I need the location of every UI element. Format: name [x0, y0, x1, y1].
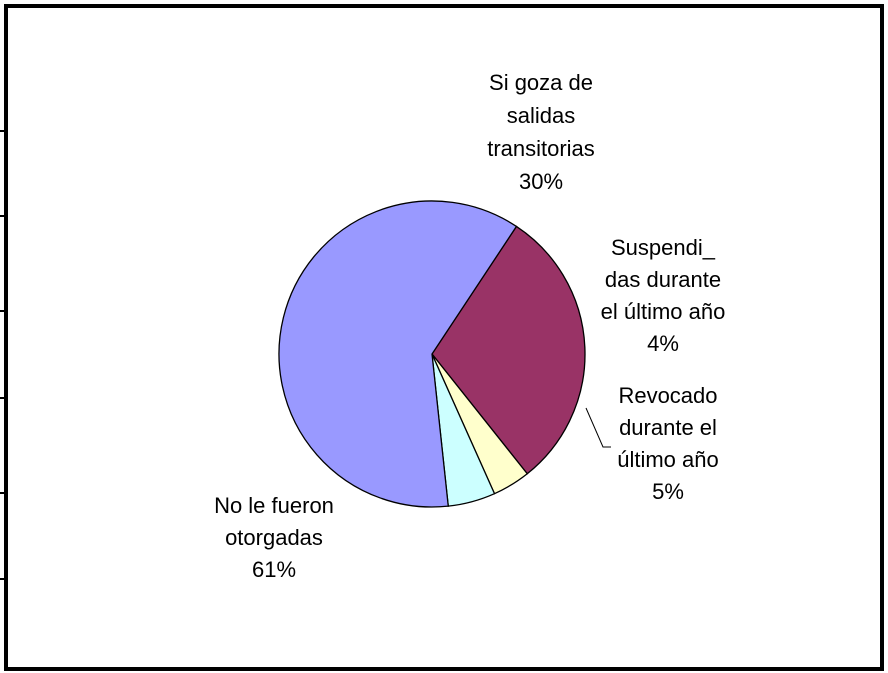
- axis-tick-mark: [0, 397, 4, 399]
- slice-data-label: Revocado durante el último año 5%: [617, 383, 719, 504]
- slice-data-label: Si goza de salidas transitorias 30%: [487, 70, 595, 194]
- slice-label-line: durante el: [619, 415, 717, 440]
- slice-label-line: das durante: [605, 267, 721, 292]
- slice-label-line: el último año: [601, 299, 726, 324]
- pie-slice: [431, 225, 586, 475]
- axis-tick-mark: [0, 492, 4, 494]
- slice-label-line: salidas: [507, 103, 575, 128]
- slice-label-line: 61%: [252, 557, 296, 582]
- slice-label-line: 4%: [647, 331, 679, 356]
- slice-data-label: No le fueron otorgadas 61%: [214, 493, 334, 582]
- slice-label-line: 5%: [652, 479, 684, 504]
- slice-label-line: Revocado: [618, 383, 717, 408]
- slice-label-line: 30%: [519, 169, 563, 194]
- axis-tick-mark: [0, 310, 4, 312]
- axis-tick-mark: [0, 215, 4, 217]
- pie-slice: [278, 200, 518, 508]
- chart-frame: [4, 4, 884, 671]
- slice-label-line: Suspendi_: [611, 235, 716, 260]
- slice-label-line: transitorias: [487, 136, 595, 161]
- leader-line: [585, 407, 611, 448]
- slice-label-line: último año: [617, 447, 719, 472]
- slice-label-line: otorgadas: [225, 525, 323, 550]
- axis-tick-mark: [0, 578, 4, 580]
- slice-data-label: Suspendi_das durante el último año 4%: [601, 235, 726, 356]
- slice-label-line: Si goza de: [489, 70, 593, 95]
- slice-label-line: No le fueron: [214, 493, 334, 518]
- pie-slices: [278, 200, 586, 508]
- axis-tick-mark: [0, 130, 4, 132]
